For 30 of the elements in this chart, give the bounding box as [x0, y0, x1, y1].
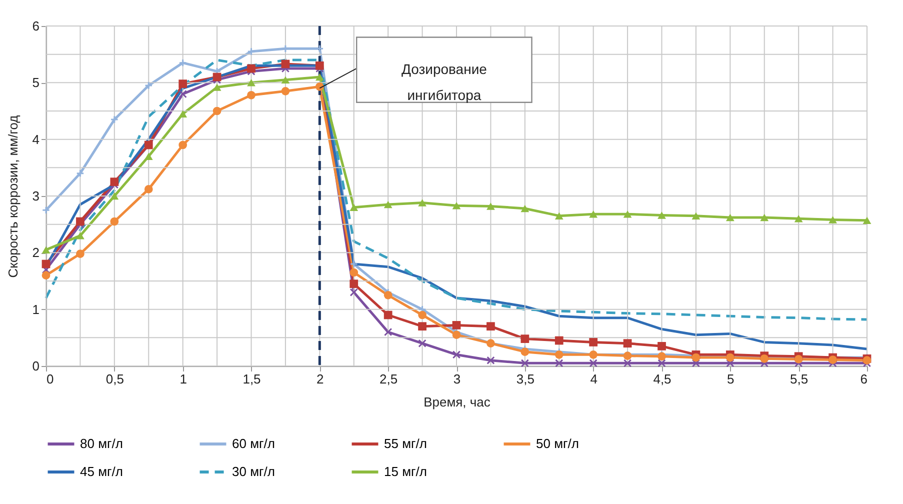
- legend-label: 55 мг/л: [384, 436, 427, 451]
- y-tick-label: 0: [32, 358, 40, 374]
- y-tick-label: 4: [32, 132, 40, 147]
- x-tick-label: 6: [860, 372, 868, 386]
- legend-label: 80 мг/л: [80, 436, 123, 451]
- annotation: Дозирование ингибитора: [401, 60, 488, 103]
- x-tick-label: 0,5: [106, 372, 124, 386]
- x-tick-label: 0: [46, 372, 54, 386]
- x-tick-label: 1: [180, 372, 187, 386]
- x-tick-label: 4,5: [653, 372, 672, 386]
- legend-label: 30 мг/л: [232, 464, 275, 479]
- x-tick-label: 5,5: [790, 372, 808, 386]
- y-tick-label: 5: [32, 75, 40, 90]
- x-tick-label: 2,5: [380, 372, 398, 386]
- x-tick-label: 3,5: [516, 372, 534, 386]
- x-tick-label: 1,5: [242, 372, 261, 386]
- y-tick-label: 1: [32, 302, 40, 317]
- legend-label: 60 мг/л: [232, 436, 275, 451]
- y-tick-label: 6: [32, 18, 40, 34]
- x-axis-title: Время, час: [424, 394, 491, 410]
- legend-label: 45 мг/л: [80, 464, 123, 479]
- x-tick-label: 4: [590, 372, 598, 386]
- legend-label: 15 мг/л: [384, 464, 427, 479]
- x-tick-label: 5: [727, 372, 734, 386]
- y-tick-label: 3: [32, 188, 40, 204]
- x-tick-label: 2: [316, 372, 324, 386]
- y-axis-title: Скорость коррозии, мм/год: [5, 114, 20, 278]
- x-tick-label: 3: [453, 372, 461, 386]
- y-tick-label: 2: [32, 245, 40, 260]
- legend-label: 50 мг/л: [536, 436, 579, 451]
